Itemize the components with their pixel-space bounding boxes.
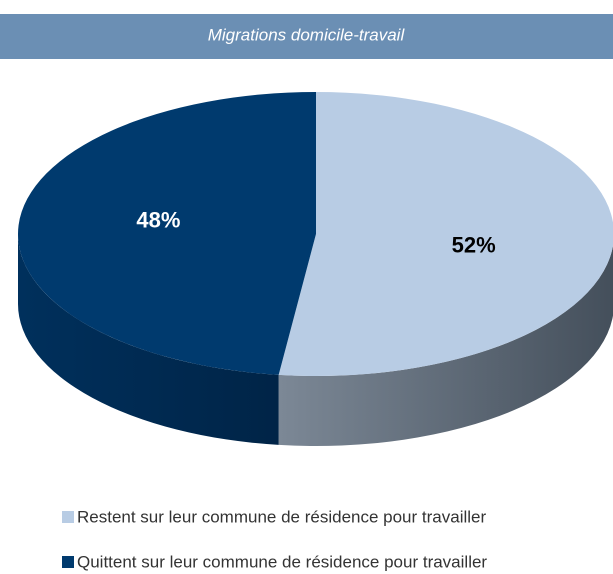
legend-swatch (62, 511, 74, 523)
legend-swatch (62, 556, 74, 568)
legend-label: Restent sur leur commune de résidence po… (77, 507, 486, 526)
pie-slice (17, 92, 316, 375)
chart-title: Migrations domicile-travail (208, 25, 406, 44)
title-bar (0, 14, 613, 59)
pie-slice (278, 92, 613, 376)
data-label: 48% (136, 207, 180, 232)
pie-side (278, 245, 613, 446)
data-label: 52% (452, 232, 496, 257)
legend-label: Quittent sur leur commune de résidence p… (77, 552, 487, 571)
pie-side (18, 234, 279, 445)
